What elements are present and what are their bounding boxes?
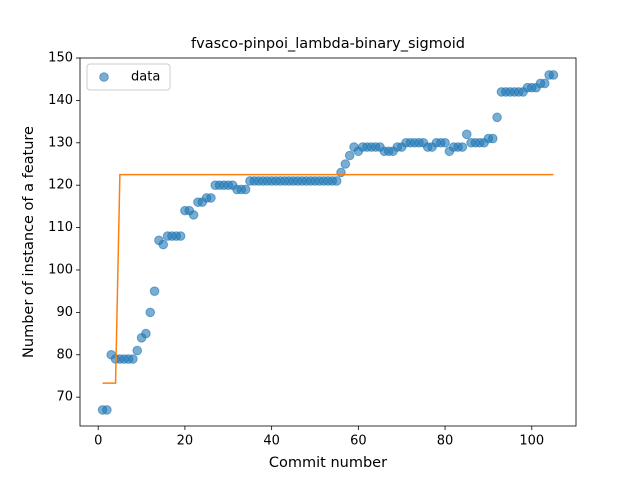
x-tick-label: 60 <box>350 434 367 449</box>
data-point <box>240 184 251 195</box>
data-point <box>457 142 468 152</box>
y-tick-label: 100 <box>48 262 73 277</box>
legend-box <box>86 63 171 91</box>
x-axis-label: Commit number <box>269 455 387 471</box>
x-tick-label: 20 <box>177 434 194 449</box>
data-point <box>340 159 351 169</box>
y-tick-label: 80 <box>56 347 73 362</box>
y-tick-label: 140 <box>48 93 73 108</box>
data-point <box>206 193 216 203</box>
data-point <box>492 112 502 123</box>
x-tick-label: 80 <box>437 434 454 449</box>
y-tick-label: 70 <box>56 390 73 405</box>
y-axis-label: Number of instance of a feature <box>21 126 37 358</box>
x-tick-label: 40 <box>263 434 280 449</box>
data-point <box>461 129 472 140</box>
data-point <box>141 328 151 339</box>
plot-frame <box>79 57 577 427</box>
data-point <box>336 167 346 178</box>
y-tick-label: 130 <box>48 135 73 150</box>
data-point <box>102 405 112 415</box>
legend-marker <box>99 72 109 82</box>
data-point <box>158 239 169 250</box>
line <box>102 173 554 384</box>
y-tick-label: 90 <box>56 305 73 320</box>
y-tick-label: 120 <box>48 178 73 193</box>
chart-title: fvasco-pinpoi_lambda-binary_sigmoid <box>191 36 465 52</box>
legend-label: data <box>131 70 160 85</box>
data-point <box>145 307 156 318</box>
data-point <box>487 133 498 144</box>
x-tick-label: 100 <box>519 434 544 449</box>
data-point <box>539 78 550 89</box>
data-point <box>331 176 342 186</box>
data-point <box>440 137 450 148</box>
y-tick-label: 110 <box>48 220 73 235</box>
data-point <box>188 210 199 220</box>
data-point <box>175 231 186 241</box>
data-point <box>128 354 138 364</box>
data-point <box>149 286 160 296</box>
data-point <box>548 70 559 80</box>
data-point <box>132 345 143 356</box>
x-tick-label: 0 <box>94 434 102 449</box>
y-tick-label: 150 <box>48 51 73 66</box>
data-point <box>344 150 355 161</box>
